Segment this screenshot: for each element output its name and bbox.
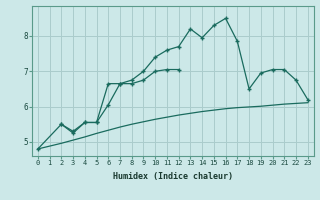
X-axis label: Humidex (Indice chaleur): Humidex (Indice chaleur): [113, 172, 233, 181]
